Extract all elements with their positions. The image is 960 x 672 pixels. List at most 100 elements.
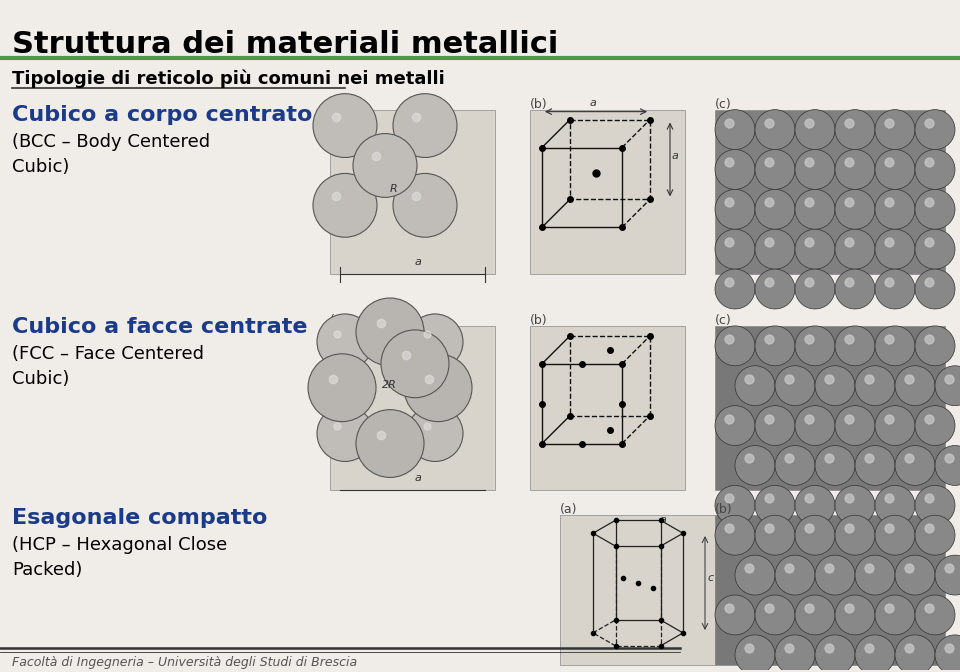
Text: a: a bbox=[590, 97, 597, 108]
Circle shape bbox=[308, 354, 376, 421]
Circle shape bbox=[715, 485, 755, 526]
Circle shape bbox=[855, 366, 895, 406]
Circle shape bbox=[795, 485, 835, 526]
Circle shape bbox=[715, 149, 755, 190]
Circle shape bbox=[815, 366, 855, 406]
Circle shape bbox=[407, 314, 463, 370]
Circle shape bbox=[835, 326, 875, 366]
FancyBboxPatch shape bbox=[330, 326, 495, 491]
Text: Esagonale compatto: Esagonale compatto bbox=[12, 508, 268, 528]
Text: a: a bbox=[415, 257, 421, 267]
Circle shape bbox=[356, 410, 424, 477]
Circle shape bbox=[875, 406, 915, 446]
Circle shape bbox=[875, 326, 915, 366]
Text: R: R bbox=[390, 184, 397, 194]
Circle shape bbox=[735, 635, 775, 672]
Circle shape bbox=[915, 406, 955, 446]
Circle shape bbox=[895, 555, 935, 595]
Circle shape bbox=[855, 635, 895, 672]
FancyBboxPatch shape bbox=[530, 110, 685, 274]
Circle shape bbox=[915, 485, 955, 526]
Circle shape bbox=[875, 110, 915, 149]
Circle shape bbox=[755, 110, 795, 149]
Circle shape bbox=[795, 190, 835, 229]
Circle shape bbox=[735, 555, 775, 595]
Text: (c): (c) bbox=[715, 314, 732, 327]
Text: a: a bbox=[672, 151, 679, 161]
Circle shape bbox=[795, 149, 835, 190]
Circle shape bbox=[775, 366, 815, 406]
Circle shape bbox=[915, 190, 955, 229]
Circle shape bbox=[755, 269, 795, 309]
Text: a: a bbox=[660, 515, 667, 526]
Circle shape bbox=[715, 595, 755, 635]
Circle shape bbox=[835, 190, 875, 229]
FancyBboxPatch shape bbox=[530, 326, 685, 491]
Circle shape bbox=[775, 555, 815, 595]
Circle shape bbox=[795, 269, 835, 309]
Circle shape bbox=[815, 555, 855, 595]
Circle shape bbox=[835, 110, 875, 149]
Circle shape bbox=[317, 406, 373, 462]
Text: (a): (a) bbox=[330, 314, 348, 327]
Circle shape bbox=[935, 635, 960, 672]
Circle shape bbox=[895, 446, 935, 485]
Circle shape bbox=[835, 229, 875, 269]
Text: (a): (a) bbox=[330, 97, 348, 111]
FancyBboxPatch shape bbox=[330, 110, 495, 274]
Circle shape bbox=[393, 173, 457, 237]
Text: Cubico a facce centrate: Cubico a facce centrate bbox=[12, 317, 307, 337]
Circle shape bbox=[313, 93, 377, 157]
Circle shape bbox=[935, 446, 960, 485]
Circle shape bbox=[393, 93, 457, 157]
Circle shape bbox=[835, 406, 875, 446]
Circle shape bbox=[875, 190, 915, 229]
Circle shape bbox=[755, 229, 795, 269]
Circle shape bbox=[935, 555, 960, 595]
Circle shape bbox=[356, 298, 424, 366]
Circle shape bbox=[875, 485, 915, 526]
Circle shape bbox=[795, 595, 835, 635]
Circle shape bbox=[915, 110, 955, 149]
Circle shape bbox=[715, 190, 755, 229]
Circle shape bbox=[715, 406, 755, 446]
Circle shape bbox=[317, 314, 373, 370]
Circle shape bbox=[875, 269, 915, 309]
Circle shape bbox=[381, 330, 449, 398]
Circle shape bbox=[855, 555, 895, 595]
Text: Tipologie di reticolo più comuni nei metalli: Tipologie di reticolo più comuni nei met… bbox=[12, 70, 444, 88]
Circle shape bbox=[795, 406, 835, 446]
Circle shape bbox=[755, 406, 795, 446]
Text: c: c bbox=[707, 573, 713, 583]
Circle shape bbox=[715, 269, 755, 309]
Circle shape bbox=[835, 485, 875, 526]
Circle shape bbox=[875, 149, 915, 190]
Text: (b): (b) bbox=[530, 97, 547, 111]
Circle shape bbox=[835, 149, 875, 190]
Circle shape bbox=[735, 446, 775, 485]
Circle shape bbox=[915, 595, 955, 635]
Text: Facoltà di Ingegneria – Università degli Studi di Brescia: Facoltà di Ingegneria – Università degli… bbox=[12, 656, 357, 669]
Circle shape bbox=[915, 515, 955, 555]
Circle shape bbox=[775, 446, 815, 485]
Text: (BCC – Body Centered
Cubic): (BCC – Body Centered Cubic) bbox=[12, 132, 210, 175]
Circle shape bbox=[353, 134, 417, 198]
Circle shape bbox=[935, 366, 960, 406]
Circle shape bbox=[795, 515, 835, 555]
Circle shape bbox=[835, 269, 875, 309]
Circle shape bbox=[715, 110, 755, 149]
Circle shape bbox=[755, 190, 795, 229]
Text: (HCP – Hexagonal Close
Packed): (HCP – Hexagonal Close Packed) bbox=[12, 536, 228, 579]
Circle shape bbox=[775, 635, 815, 672]
Circle shape bbox=[915, 269, 955, 309]
FancyBboxPatch shape bbox=[715, 110, 945, 274]
Text: (a): (a) bbox=[560, 503, 578, 516]
Circle shape bbox=[755, 515, 795, 555]
Circle shape bbox=[815, 446, 855, 485]
Circle shape bbox=[715, 229, 755, 269]
FancyBboxPatch shape bbox=[715, 326, 945, 491]
Circle shape bbox=[795, 110, 835, 149]
Circle shape bbox=[404, 354, 472, 421]
Circle shape bbox=[795, 326, 835, 366]
Circle shape bbox=[915, 229, 955, 269]
